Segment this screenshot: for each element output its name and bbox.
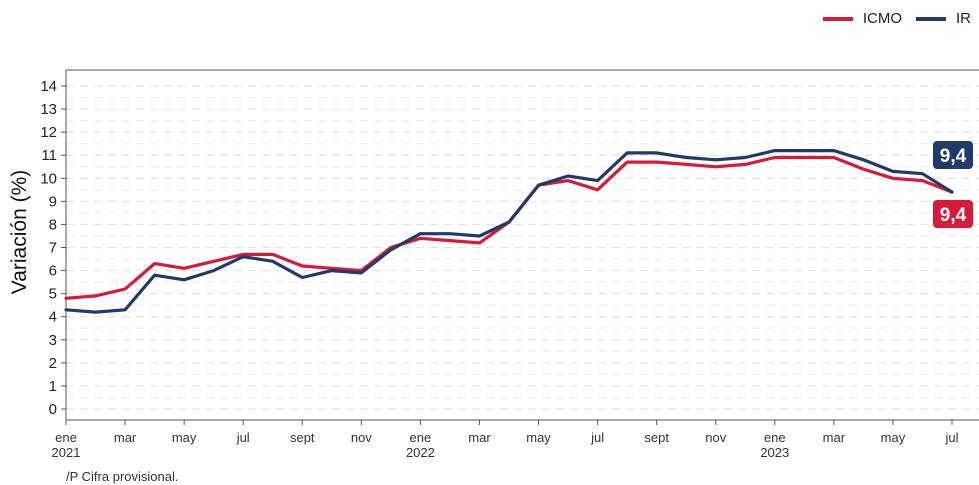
- y-tick-label: 11: [41, 147, 57, 164]
- y-tick-label: 7: [49, 240, 57, 257]
- footnote: /P Cifra provisional.: [66, 469, 179, 484]
- x-tick-label: mar: [468, 430, 491, 445]
- y-tick-label: 1: [49, 378, 57, 395]
- legend-label-ir: IR: [956, 10, 971, 27]
- legend-label-icmo: ICMO: [862, 10, 902, 27]
- series-line-ir: [64, 149, 954, 314]
- y-tick-label: 12: [40, 124, 57, 141]
- x-tick-year-label: 2021: [52, 445, 81, 460]
- end-labels: 9,4 9,4: [933, 141, 973, 228]
- x-tick-label: sept: [290, 430, 315, 445]
- legend-item-ir: IR: [916, 10, 971, 27]
- x-tick-label: mar: [114, 430, 137, 445]
- x-tick-label: nov: [705, 430, 726, 445]
- x-tick-label: ene: [764, 430, 786, 445]
- y-tick-label: 5: [49, 286, 57, 303]
- legend-swatch-ir: [916, 16, 946, 21]
- y-tick-label: 9: [49, 193, 57, 210]
- y-tick-label: 0: [49, 401, 57, 418]
- end-label-icmo: 9,4: [940, 205, 967, 226]
- legend-item-icmo: ICMO: [822, 10, 902, 27]
- series-lines: [64, 149, 954, 314]
- x-tick-label: ene: [410, 430, 432, 445]
- axes: [61, 69, 979, 425]
- x-tick-label: jul: [944, 430, 958, 445]
- y-tick-label: 2: [49, 355, 57, 372]
- x-tick-label: may: [172, 430, 197, 445]
- y-tick-label: 13: [40, 101, 57, 118]
- y-tick-label: 6: [49, 263, 57, 280]
- x-tick-label: mar: [823, 430, 846, 445]
- legend-swatch-icmo: [822, 16, 853, 21]
- x-tick-label: may: [526, 430, 551, 445]
- end-label-ir: 9,4: [940, 146, 967, 167]
- x-tick-year-label: 2023: [760, 445, 789, 460]
- x-tick-label: ene: [55, 430, 77, 445]
- x-tick-label: jul: [590, 430, 604, 445]
- end-label-box-ir: [933, 141, 973, 169]
- y-tick-label: 3: [49, 332, 57, 349]
- x-tick-year-label: 2022: [406, 445, 435, 460]
- legend: ICMO IR: [809, 10, 971, 27]
- y-axis-label: Variación (%): [8, 170, 31, 294]
- y-tick-label: 10: [40, 170, 57, 187]
- end-label-box-icmo: [933, 200, 973, 228]
- x-tick-label: may: [881, 430, 906, 445]
- x-tick-label: nov: [351, 430, 372, 445]
- x-tick-label: sept: [644, 430, 669, 445]
- y-tick-label: 4: [49, 309, 57, 326]
- x-tick-label: jul: [236, 430, 250, 445]
- y-tick-label: 8: [49, 216, 57, 233]
- y-tick-label: 14: [40, 78, 57, 95]
- gridlines: [66, 85, 979, 410]
